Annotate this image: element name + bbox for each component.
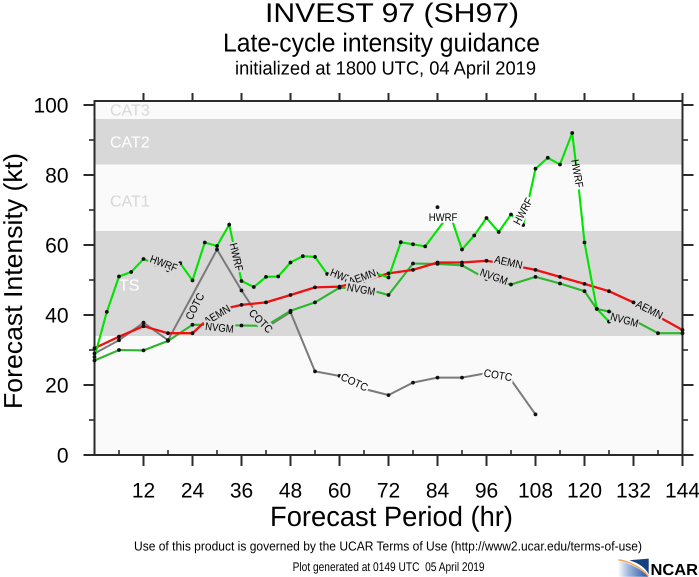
svg-text:CAT3: CAT3 [110,103,150,120]
svg-text:Forecast Period (hr): Forecast Period (hr) [270,501,513,532]
svg-text:12: 12 [132,480,155,503]
svg-text:60: 60 [328,480,351,503]
svg-text:CAT1: CAT1 [110,194,150,211]
svg-text:CAT2: CAT2 [110,135,150,152]
svg-text:72: 72 [377,480,400,503]
svg-text:HWRF: HWRF [568,159,585,189]
svg-text:Use of this product is governe: Use of this product is governed by the U… [134,539,642,554]
svg-text:TS: TS [119,278,139,295]
svg-text:Plot generated at 0149 UTC 05: Plot generated at 0149 UTC 05 April 2019 [293,560,485,574]
svg-text:20: 20 [45,375,68,398]
svg-text:initialized at 1800 UTC, 04 Ap: initialized at 1800 UTC, 04 April 2019 [235,59,536,80]
svg-text:60: 60 [45,235,68,258]
svg-text:Forecast Intensity (kt): Forecast Intensity (kt) [0,153,28,409]
svg-text:24: 24 [181,480,205,503]
svg-text:HWRF: HWRF [429,212,458,224]
svg-text:48: 48 [279,480,302,503]
svg-text:100: 100 [33,95,68,118]
svg-text:120: 120 [567,480,602,503]
svg-text:36: 36 [230,480,253,503]
svg-text:NVGM: NVGM [205,321,235,336]
svg-text:108: 108 [518,480,553,503]
svg-text:COTC: COTC [483,368,513,385]
svg-text:NCAR: NCAR [651,562,699,577]
svg-text:0: 0 [57,445,69,468]
svg-text:96: 96 [475,480,498,503]
svg-text:NVGM: NVGM [346,282,376,299]
svg-text:84: 84 [426,480,450,503]
svg-text:144: 144 [665,480,699,503]
svg-text:INVEST 97 (SH97): INVEST 97 (SH97) [265,0,519,28]
svg-text:40: 40 [45,305,68,328]
svg-text:132: 132 [616,480,651,503]
svg-text:80: 80 [45,165,68,188]
svg-text:Late-cycle intensity guidance: Late-cycle intensity guidance [223,28,540,58]
